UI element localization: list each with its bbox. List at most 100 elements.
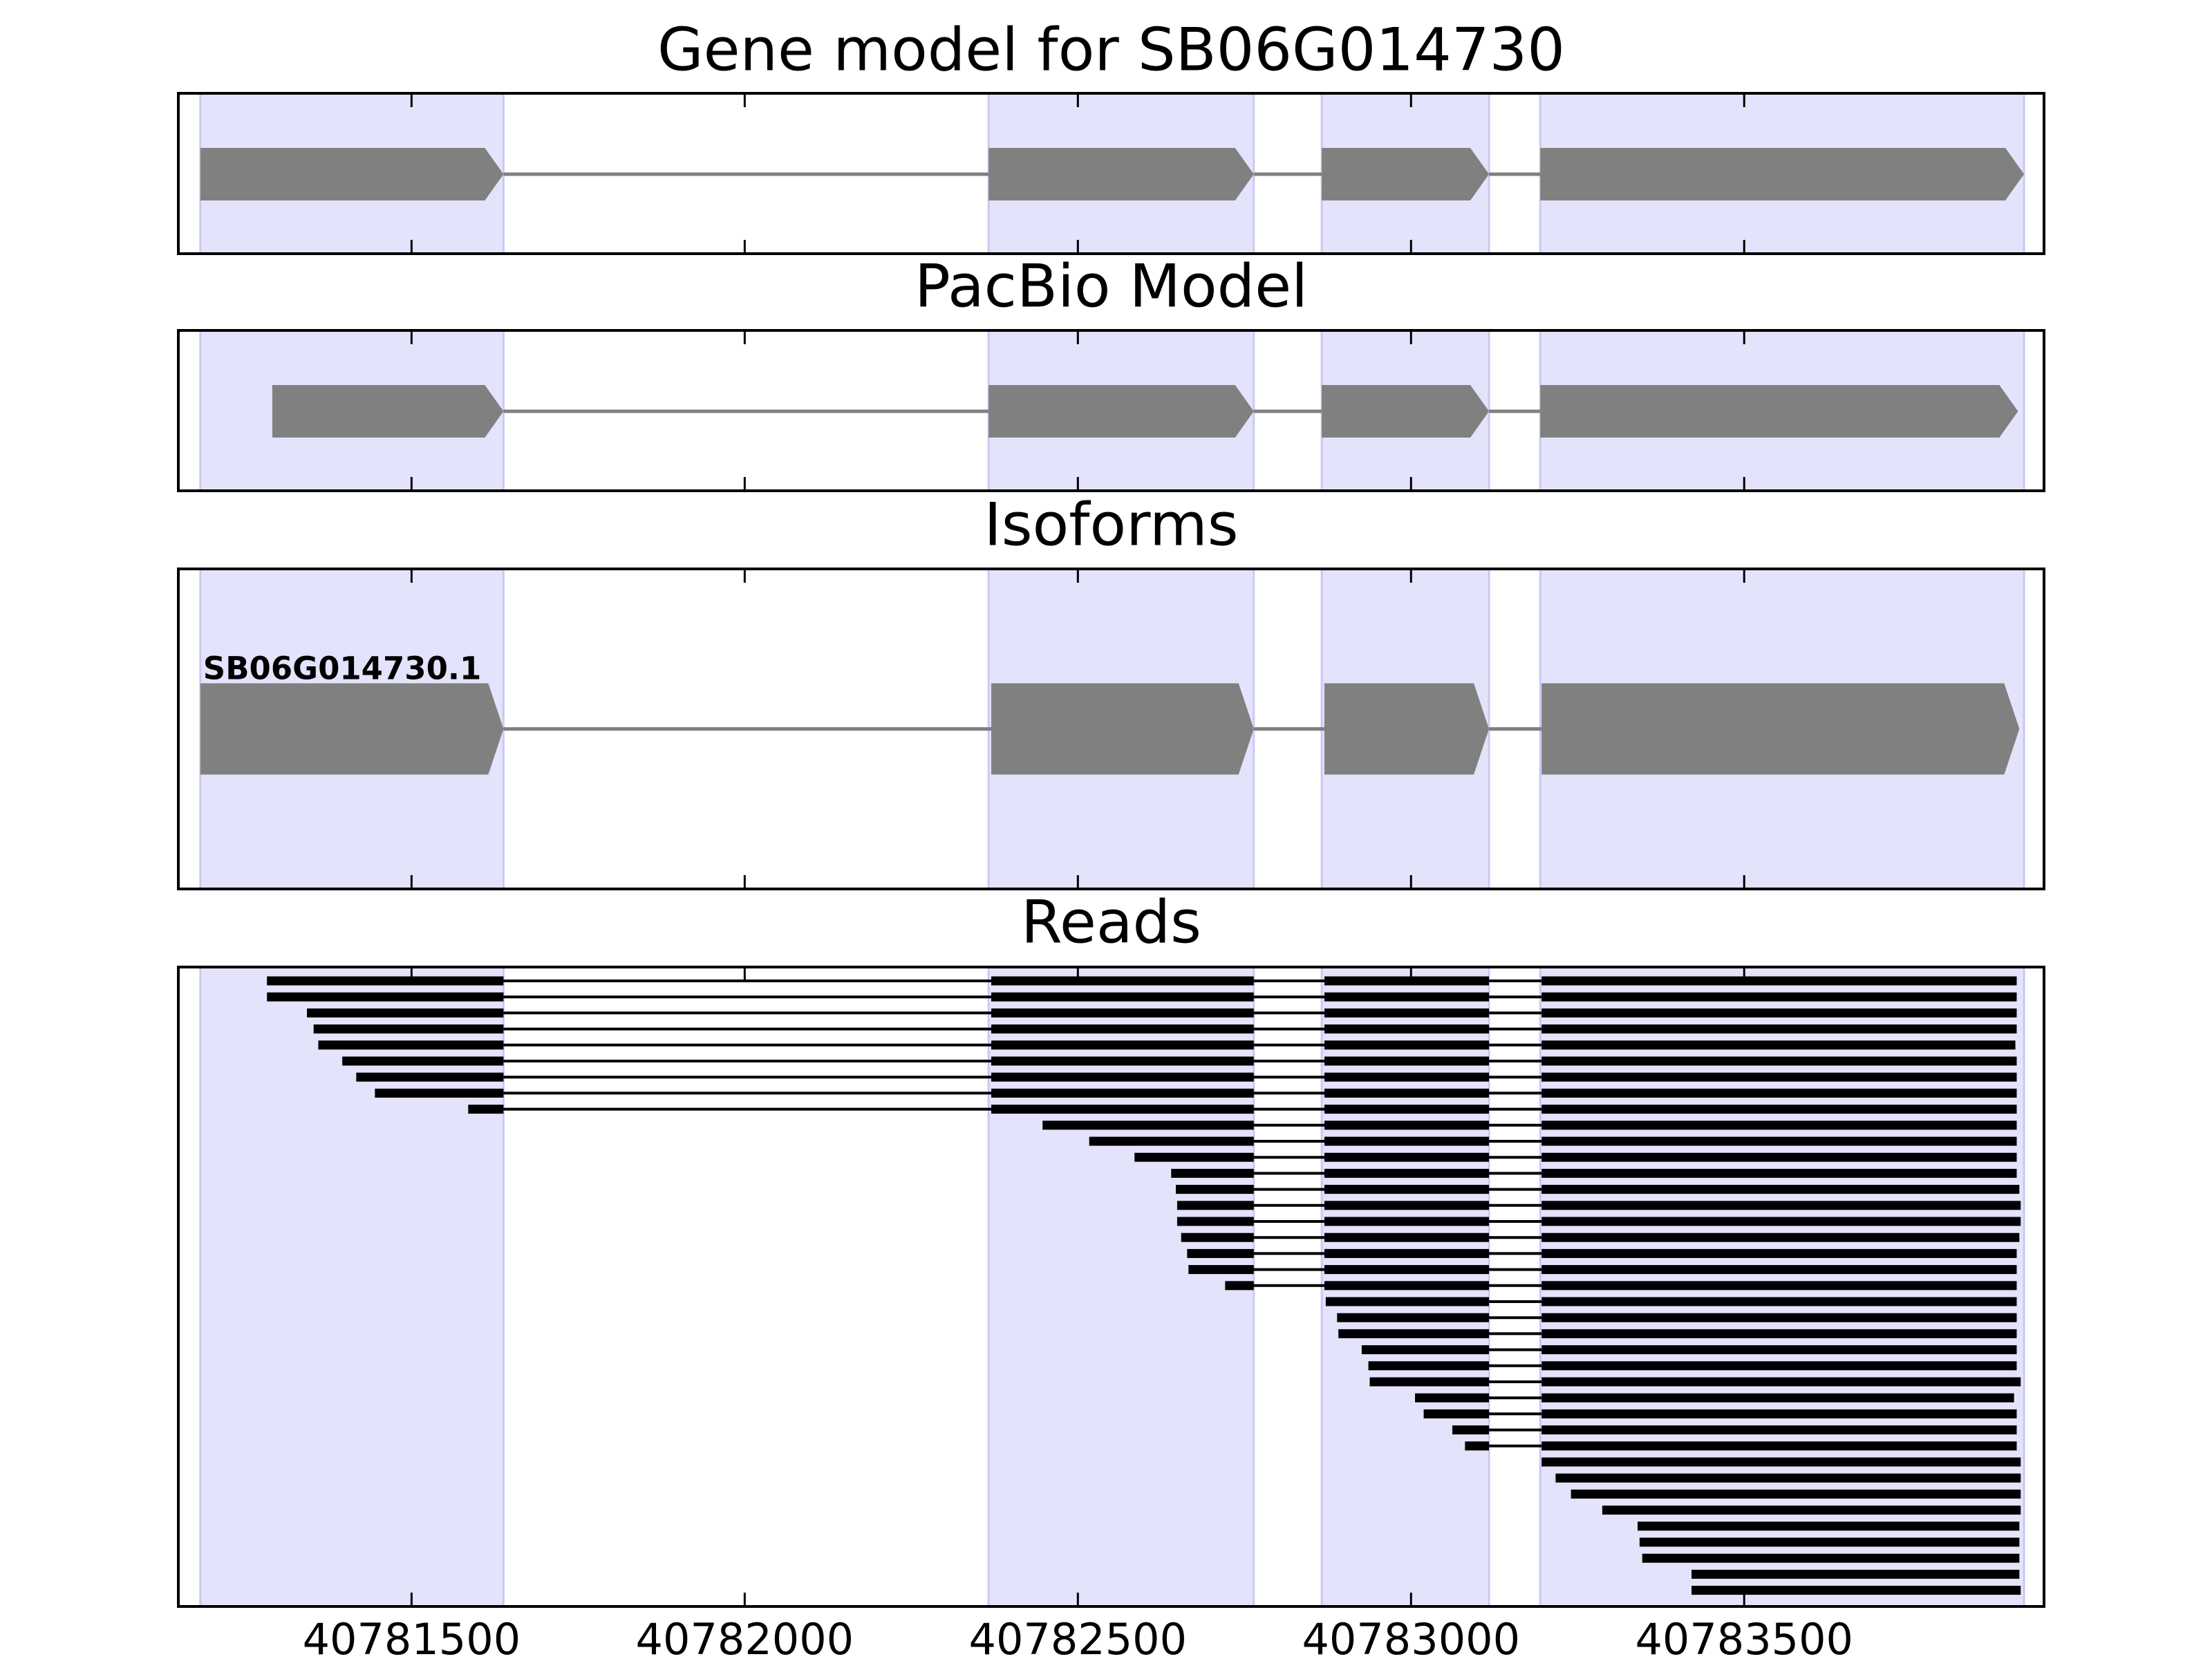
read-block (1541, 1265, 2017, 1275)
read-block (1225, 1281, 1254, 1291)
read-block (1541, 1152, 2017, 1162)
read-block (1324, 1152, 1490, 1162)
read-block (1324, 1201, 1490, 1210)
read-block (1541, 1168, 2017, 1178)
read-block (1639, 1537, 2020, 1547)
read-block (1541, 1329, 2017, 1338)
read-block (1324, 1248, 1490, 1258)
read-block (1324, 1008, 1490, 1018)
read-block (1324, 1040, 1490, 1050)
read-block (1134, 1152, 1254, 1162)
read-block (991, 1024, 1254, 1034)
read-block (1324, 1185, 1490, 1194)
read-block (1177, 1217, 1254, 1226)
panel-frame (177, 329, 2045, 492)
read-block (991, 1040, 1254, 1050)
read-block (1324, 1232, 1490, 1242)
read-block (1324, 976, 1490, 986)
panel-frame (177, 92, 2045, 255)
read-block (1171, 1168, 1254, 1178)
read-block (1324, 1217, 1490, 1226)
read-block (1541, 1297, 2017, 1306)
read-block (1324, 1088, 1490, 1098)
read-block (1541, 1185, 2020, 1194)
read-block (1324, 1056, 1490, 1066)
read-block (307, 1008, 504, 1018)
read-block (1423, 1409, 1490, 1418)
exon (200, 148, 504, 200)
read-block (1541, 1040, 2016, 1050)
read-block (1337, 1313, 1490, 1322)
panel-title: Isoforms (984, 490, 1238, 559)
read-block (1368, 1361, 1490, 1371)
read-block (267, 976, 504, 986)
read-block (1324, 1136, 1490, 1146)
read-block (1541, 1024, 2017, 1034)
read-block (1541, 1441, 2017, 1451)
read-block (1089, 1136, 1254, 1146)
read-block (1541, 1377, 2021, 1387)
x-tick-label: 40783000 (1302, 1614, 1520, 1659)
read-block (991, 1056, 1254, 1066)
exon (1322, 385, 1490, 438)
read-block (1324, 992, 1490, 1002)
read-block (1541, 1393, 2014, 1403)
read-block (318, 1040, 504, 1050)
read-block (1324, 1105, 1490, 1114)
read-block (1541, 976, 2017, 986)
exon (1324, 683, 1490, 775)
read-block (1338, 1329, 1490, 1338)
read-block (1541, 1217, 2021, 1226)
read-block (1541, 1136, 2017, 1146)
read-block (1324, 1121, 1490, 1130)
read-block (356, 1072, 504, 1082)
read-block (1452, 1425, 1490, 1435)
read-block (1325, 1297, 1490, 1306)
panel-title: PacBio Model (915, 252, 1308, 321)
read-block (991, 1008, 1254, 1018)
exon (1541, 683, 2020, 775)
read-block (1324, 1265, 1490, 1275)
panel-title: Reads (1021, 888, 1201, 957)
x-tick-label: 40783500 (1635, 1614, 1853, 1659)
read-block (1541, 1345, 2017, 1355)
read-block (1571, 1489, 2021, 1499)
read-block (375, 1088, 504, 1098)
read-block (1324, 1072, 1490, 1082)
exon (991, 683, 1254, 775)
panel-frame (177, 568, 2045, 890)
read-block (1361, 1345, 1490, 1355)
read-block (991, 1088, 1254, 1098)
read-block (991, 976, 1254, 986)
exon (988, 148, 1254, 200)
exon (272, 385, 504, 438)
read-block (1541, 1313, 2017, 1322)
read-block (1555, 1473, 2021, 1483)
read-block (1541, 1361, 2017, 1371)
read-block (1602, 1506, 2021, 1515)
read-block (1691, 1569, 2020, 1579)
read-block (1324, 1281, 1490, 1291)
read-block (1541, 1248, 2017, 1258)
read-block (267, 992, 504, 1002)
read-block (1541, 1072, 2017, 1082)
read-block (342, 1056, 504, 1066)
exon (988, 385, 1254, 438)
read-block (468, 1105, 504, 1114)
x-tick-label: 40782000 (636, 1614, 854, 1659)
read-block (1177, 1201, 1254, 1210)
read-block (1642, 1553, 2020, 1563)
read-block (1541, 1281, 2017, 1291)
exon (1540, 148, 2025, 200)
read-block (1465, 1441, 1490, 1451)
read-block (1324, 1024, 1490, 1034)
read-block (1541, 1457, 2021, 1467)
read-block (1415, 1393, 1490, 1403)
panel-title: Gene model for SB06G014730 (657, 15, 1565, 84)
read-block (1176, 1185, 1254, 1194)
x-tick-label: 40782500 (969, 1614, 1188, 1659)
isoform-label: SB06G014730.1 (203, 650, 482, 687)
panel-frame (177, 966, 2045, 1608)
read-block (1691, 1586, 2021, 1595)
exon (1322, 148, 1490, 200)
